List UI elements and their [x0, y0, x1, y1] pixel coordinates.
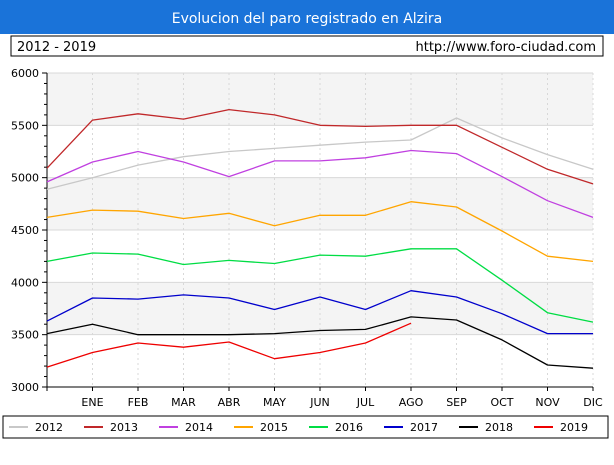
series-line-2013 [46, 108, 594, 185]
legend: 2012 2013 2014 2015 2016 2017 2018 2019 [9, 421, 588, 434]
x-tick-label: OCT [490, 396, 513, 409]
x-tick-label: ABR [218, 396, 241, 409]
legend-label-2018: 2018 [485, 421, 513, 434]
series-line-2019 [46, 322, 412, 368]
legend-label-2017: 2017 [410, 421, 438, 434]
period-label: 2012 - 2019 [17, 40, 96, 55]
x-tick-labels: ENE FEB MAR ABR MAY JUN JUL AGO SEP OCT NOV DIC [81, 396, 603, 409]
legend-box [2, 415, 609, 439]
y-tick-label: 5500 [11, 119, 39, 132]
axes [42, 72, 594, 391]
legend-label-2012: 2012 [35, 421, 63, 434]
series-line-2017 [46, 290, 593, 335]
chart-title: Evolucion del paro registrado en Alzira [172, 11, 443, 27]
y-tick-label: 5000 [11, 172, 39, 185]
series-line-2014 [46, 149, 594, 219]
series-line-2015 [46, 201, 594, 263]
series-line-2018 [46, 316, 594, 369]
legend-label-2019: 2019 [560, 421, 588, 434]
x-tick-label: ENE [81, 396, 103, 409]
x-tick-label: AGO [399, 396, 424, 409]
x-tick-label: JUL [356, 396, 375, 409]
y-tick-labels: 3000 3500 4000 4500 5000 5500 6000 [11, 67, 39, 394]
x-tick-label: JUN [309, 396, 330, 409]
series-line-2016 [46, 248, 594, 323]
x-tick-label: MAR [171, 396, 196, 409]
y-tick-label: 3500 [11, 329, 39, 342]
legend-label-2015: 2015 [260, 421, 288, 434]
legend-label-2016: 2016 [335, 421, 363, 434]
series-line-2012 [46, 117, 594, 190]
y-tick-label: 4500 [11, 224, 39, 237]
x-tick-label: NOV [535, 396, 560, 409]
x-tick-label: FEB [128, 396, 149, 409]
source-url-link[interactable]: http://www.foro-ciudad.com [415, 40, 596, 55]
x-tick-label: SEP [446, 396, 467, 409]
y-tick-label: 6000 [11, 67, 39, 80]
x-tick-label: MAY [263, 396, 286, 409]
y-tick-label: 4000 [11, 276, 39, 289]
title-bar [0, 0, 614, 34]
x-tick-label: DIC [583, 396, 603, 409]
info-bar [10, 35, 604, 57]
legend-label-2013: 2013 [110, 421, 138, 434]
y-tick-label: 3000 [11, 381, 39, 394]
series-lines [46, 108, 594, 369]
legend-label-2014: 2014 [185, 421, 213, 434]
